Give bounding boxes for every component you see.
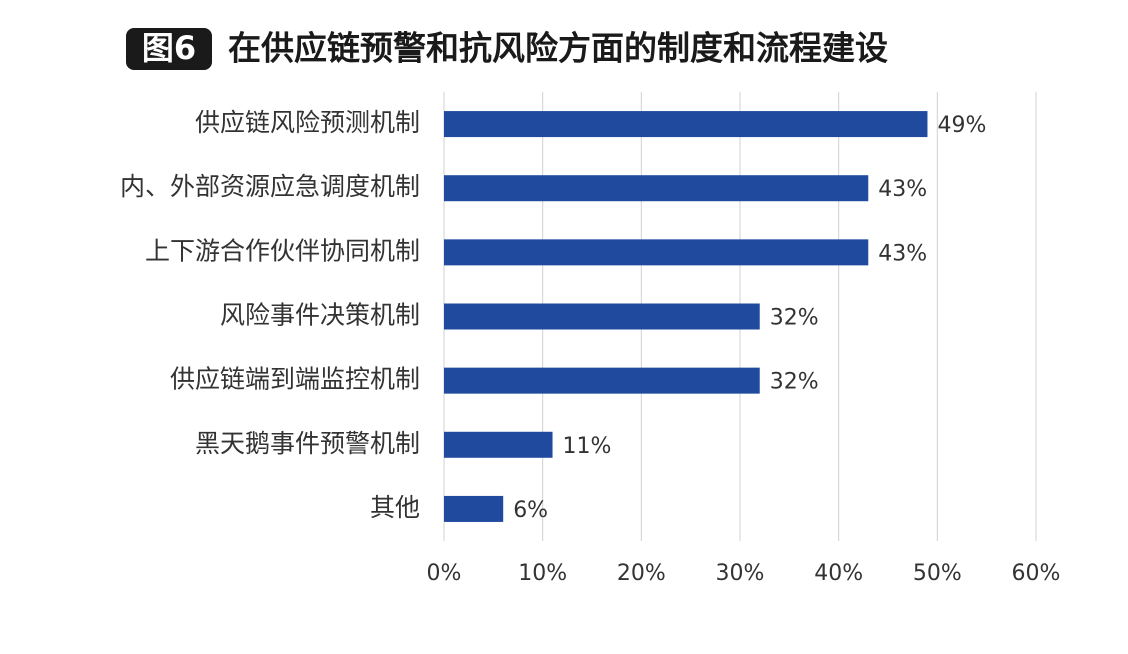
bar — [444, 495, 504, 522]
bar — [444, 431, 553, 458]
value-label: 11% — [563, 434, 612, 459]
badge-box — [126, 28, 212, 70]
x-tick-label: 0% — [427, 561, 462, 586]
y-tick-label: 上下游合作伙伴协同机制 — [145, 236, 420, 265]
bar — [444, 367, 760, 394]
x-tick-label: 60% — [1012, 561, 1061, 586]
value-label: 49% — [937, 113, 986, 138]
badge: 图6 — [142, 29, 196, 67]
y-tick-label: 风险事件决策机制 — [220, 301, 420, 330]
value-label: 32% — [770, 306, 819, 331]
x-tick-label: 30% — [716, 561, 765, 586]
chart-title: 在供应链预警和抗风险方面的制度和流程建设 — [228, 29, 888, 68]
bar — [444, 239, 869, 266]
bar — [444, 175, 869, 202]
bar — [444, 111, 928, 138]
x-tick-label: 10% — [518, 561, 567, 586]
y-tick-label: 供应链端到端监控机制 — [170, 365, 420, 394]
value-label: 43% — [878, 241, 927, 266]
value-label: 32% — [770, 370, 819, 395]
x-tick-label: 50% — [913, 561, 962, 586]
y-tick-label: 供应链风险预测机制 — [195, 108, 420, 137]
y-tick-label: 内、外部资源应急调度机制 — [120, 172, 420, 201]
y-tick-label: 其他 — [370, 493, 420, 522]
value-label: 6% — [513, 498, 548, 523]
x-tick-label: 40% — [814, 561, 863, 586]
value-label: 43% — [878, 177, 927, 202]
x-tick-label: 20% — [617, 561, 666, 586]
y-tick-label: 黑天鹅事件预警机制 — [195, 429, 420, 458]
bar — [444, 303, 760, 330]
